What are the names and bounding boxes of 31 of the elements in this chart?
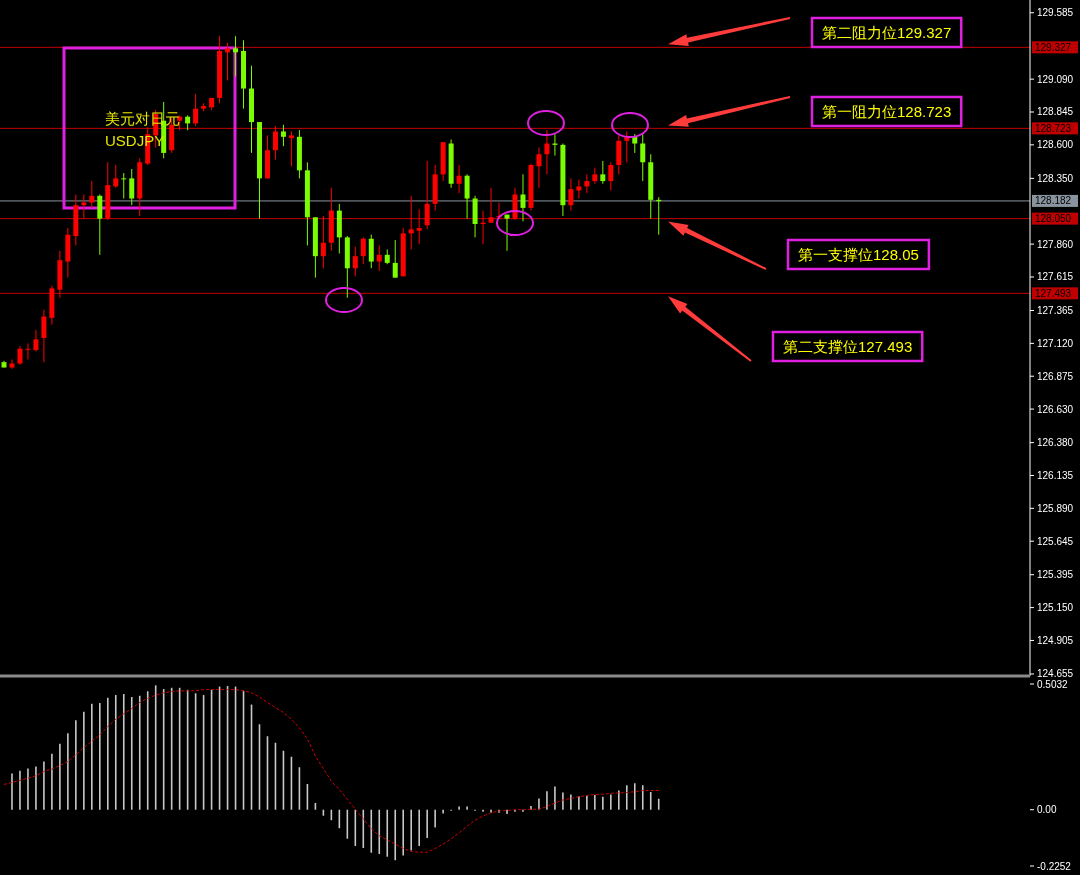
y-tick-label: 125.150: [1037, 602, 1074, 614]
ref-line-label: 129.327: [1035, 41, 1072, 53]
y-tick-label: 0.5032: [1037, 678, 1069, 690]
y-tick-label: 0.00: [1037, 804, 1057, 816]
y-tick-label: 127.860: [1037, 238, 1074, 250]
y-tick-label: 124.905: [1037, 634, 1074, 646]
y-tick-label: 127.120: [1037, 337, 1074, 349]
annotation: 第二支撑位127.493: [783, 338, 913, 355]
y-tick-label: 126.875: [1037, 370, 1074, 382]
y-tick-label: 129.090: [1037, 73, 1074, 85]
ref-line-label: 127.493: [1035, 287, 1072, 299]
y-tick-label: 128.600: [1037, 139, 1074, 151]
y-tick-label: -0.2252: [1037, 860, 1072, 872]
ref-line-label: 128.182: [1035, 195, 1072, 207]
y-tick-label: 126.630: [1037, 403, 1074, 415]
y-tick-label: 124.655: [1037, 668, 1074, 680]
annotation: 第二阻力位129.327: [822, 24, 952, 41]
y-tick-label: 125.395: [1037, 569, 1074, 581]
annotation: 第一支撑位128.05: [798, 246, 919, 263]
y-tick-label: 125.890: [1037, 502, 1074, 514]
ref-line-label: 128.723: [1035, 122, 1072, 134]
y-tick-label: 127.615: [1037, 271, 1074, 283]
y-tick-label: 126.380: [1037, 437, 1074, 449]
y-tick-label: 127.365: [1037, 305, 1074, 316]
y-tick-label: 129.585: [1037, 7, 1074, 19]
y-tick-label: 126.135: [1037, 469, 1074, 481]
y-tick-label: 125.645: [1037, 535, 1074, 547]
y-tick-label: 128.350: [1037, 172, 1074, 184]
ref-line-label: 128.050: [1035, 213, 1072, 225]
annotation: 第一阻力位128.723: [822, 103, 952, 120]
y-tick-label: 128.845: [1037, 106, 1074, 118]
